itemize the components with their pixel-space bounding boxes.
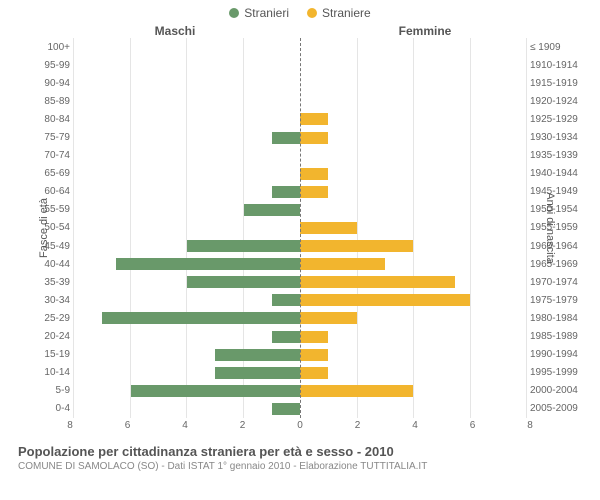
male-bar (272, 294, 300, 306)
legend-label: Stranieri (244, 6, 289, 20)
legend-swatch (307, 8, 317, 18)
legend-swatch (229, 8, 239, 18)
footer-title: Popolazione per cittadinanza straniera p… (18, 444, 582, 459)
male-bar (187, 276, 300, 288)
male-bar (131, 385, 301, 397)
y-axis-right-title: Anni di nascita (544, 192, 556, 264)
female-bar (300, 186, 328, 198)
birth-label: 2000-2004 (530, 382, 580, 400)
age-label: 10-14 (20, 364, 70, 382)
x-axis: 8 6 4 2 0 2 4 6 8 (20, 418, 580, 438)
birth-label: 1975-1979 (530, 291, 580, 309)
birth-label: 1980-1984 (530, 309, 580, 327)
birth-label: 1995-1999 (530, 364, 580, 382)
female-bar (300, 367, 328, 379)
male-half (74, 38, 300, 418)
x-tick: 2 (240, 420, 246, 431)
female-bar (300, 168, 328, 180)
column-titles: Maschi Femmine (0, 24, 600, 38)
plot-area (74, 38, 526, 418)
female-bar (300, 331, 328, 343)
x-tick: 4 (412, 420, 418, 431)
birth-label: 1930-1934 (530, 128, 580, 146)
legend-item: Straniere (307, 6, 371, 20)
x-ticks: 8 6 4 2 0 2 4 6 8 (70, 418, 530, 438)
x-tick: 0 (297, 420, 303, 431)
center-line (300, 38, 301, 418)
female-bar (300, 132, 328, 144)
birth-label: 1925-1929 (530, 110, 580, 128)
x-tick: 6 (125, 420, 131, 431)
y-axis-left-title: Fasce di età (38, 198, 50, 258)
pyramid-chart: Fasce di età Anni di nascita 100+95-9990… (20, 38, 580, 418)
col-title-left: Maschi (50, 24, 300, 38)
birth-label: 1920-1924 (530, 92, 580, 110)
age-label: 30-34 (20, 291, 70, 309)
birth-label: 1970-1974 (530, 273, 580, 291)
birth-label: 1940-1944 (530, 165, 580, 183)
legend-label: Straniere (322, 6, 371, 20)
male-bar (272, 132, 300, 144)
x-tick: 4 (182, 420, 188, 431)
legend: Stranieri Straniere (0, 0, 600, 20)
age-label: 25-29 (20, 309, 70, 327)
age-label: 15-19 (20, 346, 70, 364)
male-bar (272, 186, 300, 198)
female-bar (300, 312, 357, 324)
age-label: 85-89 (20, 92, 70, 110)
birth-label: 2005-2009 (530, 400, 580, 418)
x-tick: 8 (67, 420, 73, 431)
female-bar (300, 222, 357, 234)
age-label: 80-84 (20, 110, 70, 128)
age-label: 5-9 (20, 382, 70, 400)
col-title-right: Femmine (300, 24, 550, 38)
female-bar (300, 385, 413, 397)
x-tick: 8 (527, 420, 533, 431)
legend-item: Stranieri (229, 6, 289, 20)
age-label: 100+ (20, 38, 70, 56)
age-label: 20-24 (20, 328, 70, 346)
birth-label: 1910-1914 (530, 56, 580, 74)
female-bar (300, 276, 455, 288)
age-label: 0-4 (20, 400, 70, 418)
birth-label: 1915-1919 (530, 74, 580, 92)
birth-label: 1935-1939 (530, 147, 580, 165)
x-tick: 6 (470, 420, 476, 431)
female-bar (300, 294, 470, 306)
male-bar (215, 349, 300, 361)
female-bar (300, 113, 328, 125)
female-bar (300, 349, 328, 361)
x-tick: 2 (355, 420, 361, 431)
age-label: 75-79 (20, 128, 70, 146)
age-label: 90-94 (20, 74, 70, 92)
age-label: 95-99 (20, 56, 70, 74)
chart-container: Stranieri Straniere Maschi Femmine Fasce … (0, 0, 600, 500)
male-bar (187, 240, 300, 252)
age-label: 65-69 (20, 165, 70, 183)
male-bar (116, 258, 300, 270)
footer-subtitle: COMUNE DI SAMOLACO (SO) - Dati ISTAT 1° … (18, 461, 582, 472)
female-half (300, 38, 526, 418)
footer: Popolazione per cittadinanza straniera p… (0, 438, 600, 472)
birth-label: 1990-1994 (530, 346, 580, 364)
female-bar (300, 240, 413, 252)
age-label: 70-74 (20, 147, 70, 165)
birth-label: 1985-1989 (530, 328, 580, 346)
age-label: 35-39 (20, 273, 70, 291)
male-bar (244, 204, 301, 216)
male-bar (272, 331, 300, 343)
male-bar (272, 403, 300, 415)
male-bar (102, 312, 300, 324)
birth-label: ≤ 1909 (530, 38, 580, 56)
male-bar (215, 367, 300, 379)
female-bar (300, 258, 385, 270)
